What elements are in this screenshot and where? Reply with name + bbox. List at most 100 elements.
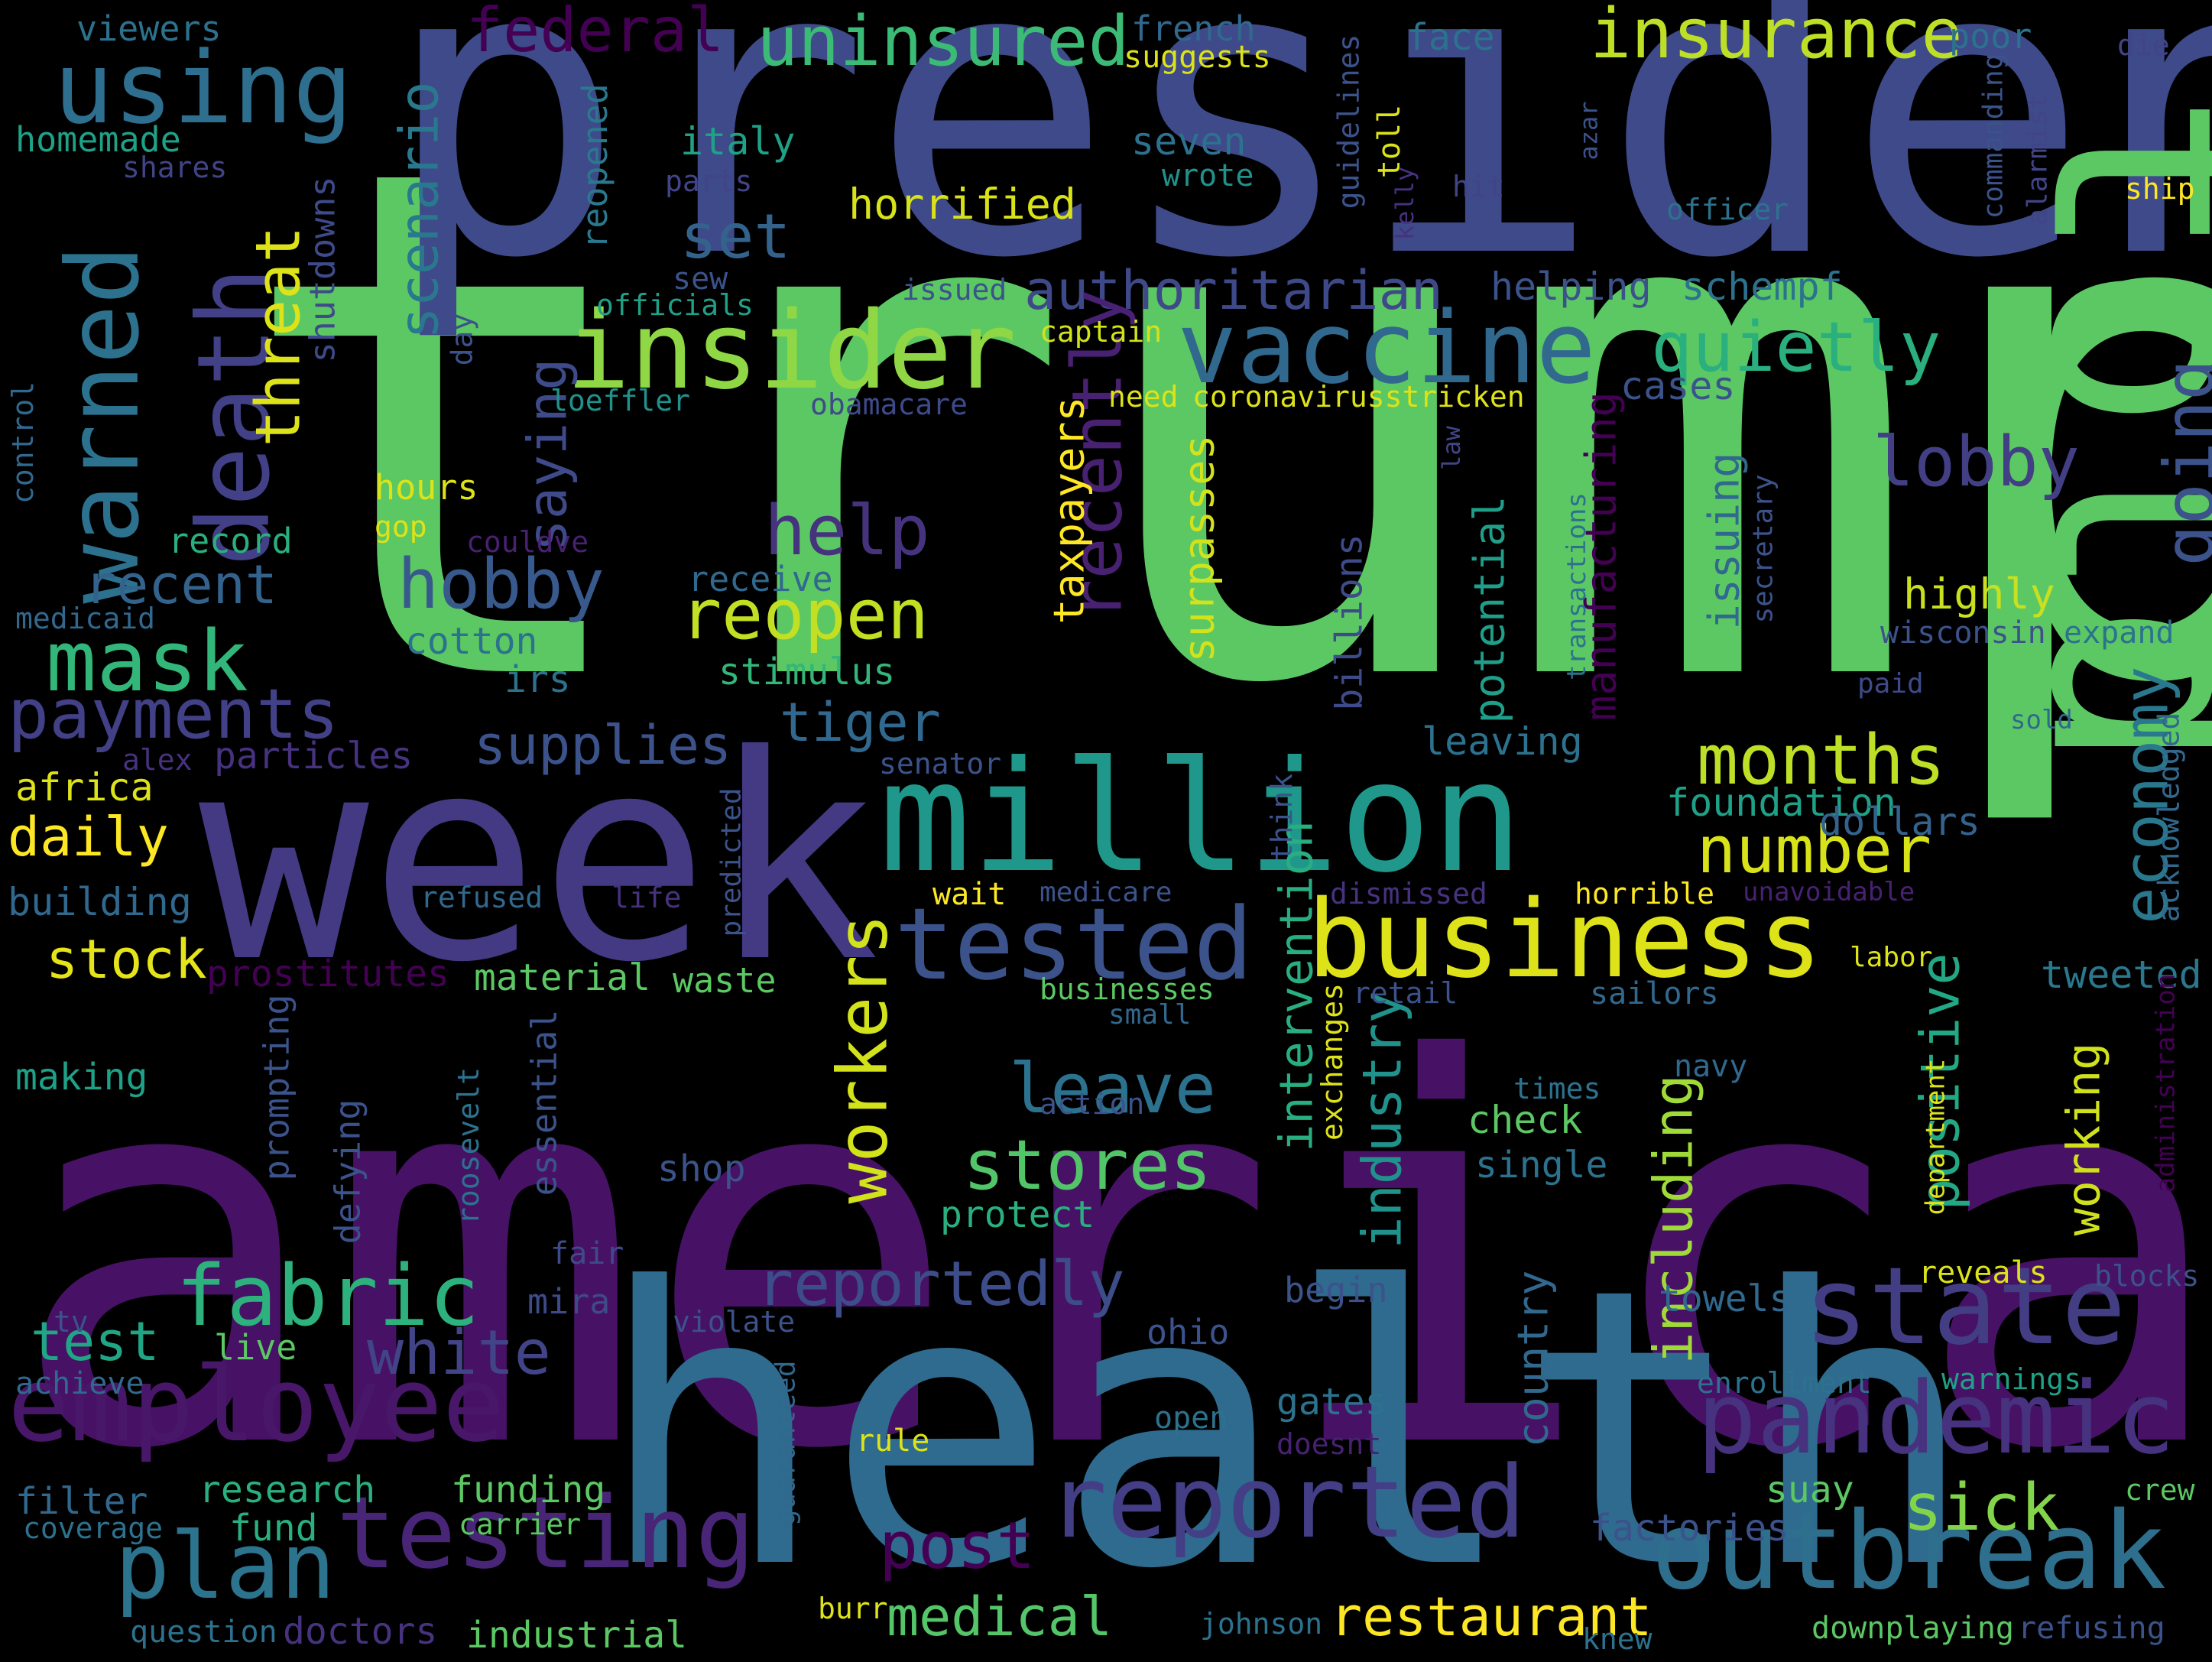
word-lobby: lobby [1873,422,2080,502]
word-working: working [2057,1042,2111,1236]
word-filter: filter [15,1480,148,1523]
word-test: test [31,1310,160,1373]
word-stores: stores [963,1125,1212,1206]
word-billions: billions [1328,534,1371,711]
word-research: research [199,1469,376,1511]
word-medicare: medicare [1040,877,1172,908]
word-seven: seven [1131,119,1247,164]
word-alarmist: alarmist [2022,93,2054,226]
word-tv: tv [54,1305,89,1339]
word-dismissed: dismissed [1330,877,1487,911]
word-captain: captain [1040,315,1163,349]
word-roosevelt: roosevelt [451,1067,485,1225]
word-record: record [168,521,293,561]
word-outbreak: outbreak [1651,1489,2167,1614]
word-going: going [2149,359,2212,566]
word-number: number [1697,813,1932,888]
word-essential: essential [524,1009,565,1196]
word-secretary: secretary [1747,474,1779,624]
word-authoritarian: authoritarian [1024,259,1443,322]
word-guidelines: guidelines [1331,34,1366,209]
word-businesses: businesses [1040,972,1215,1006]
word-reopen: reopen [680,575,929,655]
word-surpasses: surpasses [1174,434,1224,663]
word-towels: towels [1659,1277,1792,1320]
word-pandemic: pandemic [1697,1360,2176,1476]
word-paid: paid [1857,668,1924,700]
word-waste: waste [673,960,777,1001]
word-leaving: leaving [1422,719,1583,764]
word-medicaid: medicaid [15,602,156,635]
word-carrier: carrier [459,1508,582,1541]
word-fund: fund [229,1507,318,1550]
word-health: health [596,1207,1977,1652]
word-shop: shop [657,1147,746,1190]
word-using: using [54,30,353,146]
word-protect: protect [940,1193,1095,1236]
word-help: help [764,491,930,571]
word-enrollment: enrollment [1697,1366,1872,1400]
word-guaranteed: guaranteed [770,1360,802,1527]
word-fair: fair [550,1236,624,1271]
word-recent: recent [84,553,277,616]
word-commanding: commanding [1977,53,2009,219]
word-particles: particles [214,735,414,777]
word-refusing: refusing [2018,1611,2165,1646]
word-issuing: issuing [1699,452,1749,630]
word-horrified: horrified [848,180,1077,229]
word-factories: factories [1590,1507,1789,1550]
word-receive: receive [688,559,833,599]
word-administration: administration [2150,973,2181,1193]
word-cotton: cotton [405,620,538,663]
word-live: live [214,1327,297,1368]
word-material: material [474,956,651,999]
word-officials: officials [596,288,754,322]
word-sick: sick [1903,1470,2060,1546]
word-obamacare: obamacare [810,388,968,421]
word-tested: tested [894,886,1254,1002]
word-achieve: achieve [15,1366,144,1401]
word-alex: alex [122,743,193,777]
word-parts: parts [665,164,753,198]
word-gop: gop [375,510,427,544]
word-viewers: viewers [76,8,222,49]
word-crew: crew [2125,1473,2195,1507]
word-state: state [1804,1245,2126,1369]
word-uninsured: uninsured [757,2,1130,82]
word-mira: mira [527,1281,611,1322]
word-horrible: horrible [1575,877,1715,911]
word-federal: federal [466,0,725,66]
word-wait: wait [932,877,1007,912]
word-quietly: quietly [1651,307,1941,388]
word-day: day [445,313,479,366]
word-homemade: homemade [15,119,181,160]
word-building: building [8,880,192,924]
word-kelly: kelly [1390,166,1420,241]
word-industry: industry [1351,991,1414,1249]
word-warnings: warnings [1941,1362,2082,1396]
word-week: week [199,696,881,1024]
word-american: american [8,950,2212,1564]
word-leave: leave [1009,1049,1216,1129]
word-doesnt: doesnt [1276,1427,1382,1461]
word-rule: rule [856,1423,930,1459]
word-defying: defying [327,1099,368,1245]
word-warned: warned [44,245,161,604]
word-hours: hours [375,467,478,508]
word-acknowledged: acknowledged [2152,712,2186,923]
word-begin: begin [1284,1270,1388,1310]
word-reveals: reveals [1918,1255,2048,1290]
word-azar: azar [1574,101,1604,161]
word-payments: payments [8,674,339,755]
word-business: business [1307,878,1823,1002]
word-unavoidable: unavoidable [1743,877,1915,907]
word-africa: africa [15,765,154,810]
word-times: times [1513,1072,1601,1105]
word-face: face [1406,16,1495,59]
word-retail: retail [1353,976,1458,1010]
word-dollars: dollars [1819,800,1980,844]
word-president: president [382,0,2212,346]
word-couldve: couldve [466,525,589,559]
word-knew: knew [1582,1622,1653,1656]
word-insider: insider [566,289,1017,414]
